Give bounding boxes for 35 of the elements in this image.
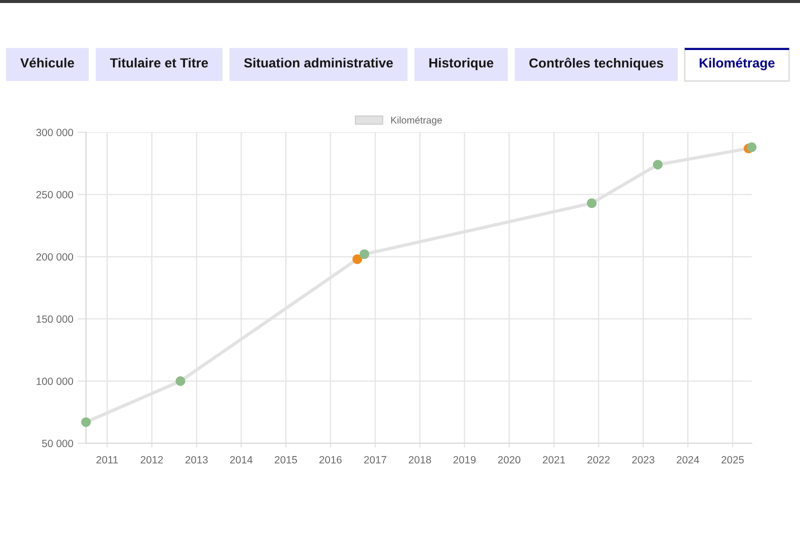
x-tick-label: 2022 [588, 456, 610, 464]
x-tick-label: 2021 [542, 456, 566, 464]
y-tick-label: 50 000 [42, 440, 74, 448]
text: Contrôles techniques [529, 58, 664, 70]
x-tick-label: 2019 [453, 456, 476, 464]
point [176, 376, 186, 386]
x-tick-label: 2012 [140, 456, 163, 464]
text: Historique [429, 58, 494, 70]
x-tick-label: 2013 [186, 456, 208, 464]
text: Véhicule [20, 58, 74, 68]
point [352, 254, 362, 264]
y-tick-label: 100 000 [36, 378, 74, 385]
x-tick-label: 2017 [364, 456, 386, 464]
point [586, 198, 597, 208]
x-tick-label: 2025 [722, 456, 744, 464]
text: Situation administrative [244, 58, 393, 68]
y-tick-label: 250 000 [36, 191, 74, 198]
text: Titulaire et Titre [110, 58, 208, 68]
x-tick-label: 2016 [319, 456, 342, 464]
point [360, 249, 370, 260]
text: Kilométrage [700, 58, 775, 70]
point [81, 417, 91, 427]
x-tick-label: 2014 [230, 456, 252, 464]
point [652, 160, 663, 170]
y-tick-label: 150 000 [36, 315, 74, 323]
x-tick-label: 2015 [274, 456, 297, 464]
x-tick-label: 2023 [632, 456, 654, 464]
x-tick-label: 2011 [96, 456, 118, 464]
y-tick-label: 300 000 [36, 128, 74, 136]
point [746, 142, 757, 152]
y-tick-label: 200 000 [36, 253, 74, 261]
x-tick-label: 2024 [676, 456, 700, 464]
x-tick-label: 2020 [498, 456, 520, 464]
x-tick-label: 2018 [408, 456, 432, 464]
legend-label: Kilométrage [391, 116, 442, 126]
